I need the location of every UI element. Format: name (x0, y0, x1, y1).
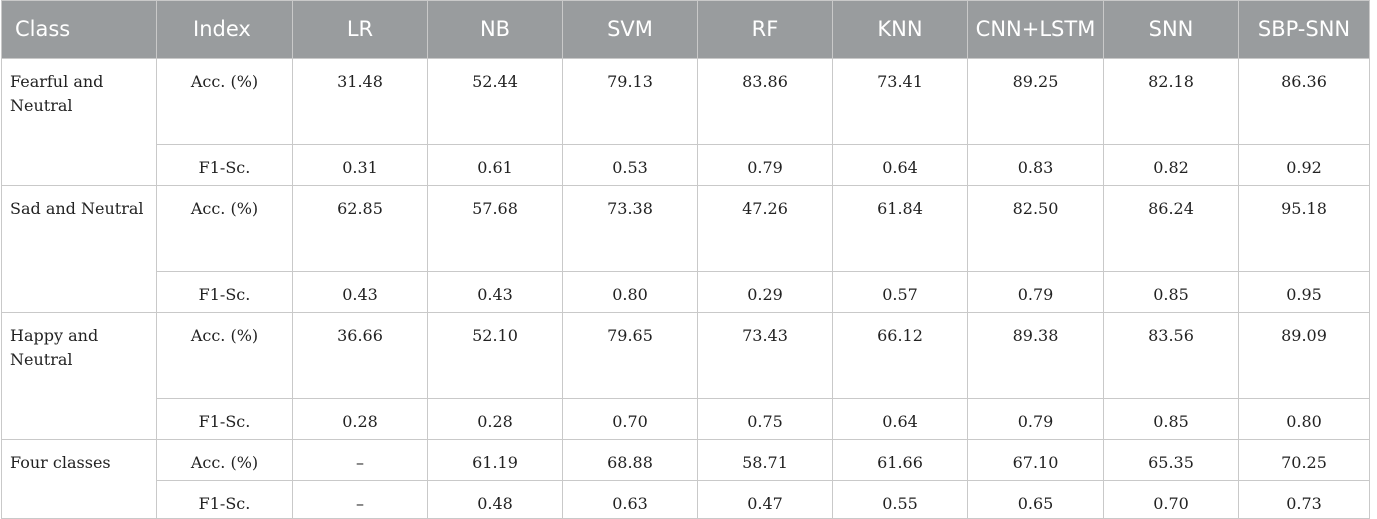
value-cell: 52.10 (427, 312, 563, 399)
value-cell: 73.43 (697, 312, 833, 399)
table-row: F1-Sc. 0.43 0.43 0.80 0.29 0.57 0.79 0.8… (2, 271, 1370, 313)
value-cell: 0.73 (1238, 480, 1370, 519)
value-cell: 0.55 (832, 480, 968, 519)
value-cell: 61.84 (832, 185, 968, 272)
value-cell: 79.65 (562, 312, 698, 399)
table-row: F1-Sc. 0.31 0.61 0.53 0.79 0.64 0.83 0.8… (2, 144, 1370, 186)
class-cell: Four classes (1, 439, 157, 519)
value-cell: 62.85 (292, 185, 428, 272)
value-cell: 73.38 (562, 185, 698, 272)
value-cell: 61.66 (832, 439, 968, 481)
header-row: Class Index LR NB SVM RF KNN CNN+LSTM SN… (1, 0, 1370, 59)
header-nb: NB (427, 0, 563, 59)
value-cell: 0.43 (427, 271, 563, 313)
value-cell: 0.53 (562, 144, 698, 186)
value-cell: 0.80 (562, 271, 698, 313)
value-cell: 79.13 (562, 58, 698, 145)
index-cell: F1-Sc. (156, 144, 293, 186)
value-cell: 0.79 (967, 271, 1104, 313)
value-cell: 0.95 (1238, 271, 1370, 313)
index-cell: F1-Sc. (156, 398, 293, 440)
value-cell: 0.48 (427, 480, 563, 519)
value-cell: 0.63 (562, 480, 698, 519)
class-cell: Happy and Neutral (1, 312, 157, 440)
value-cell: – (292, 439, 428, 481)
header-sbp-snn: SBP-SNN (1238, 0, 1370, 59)
value-cell: 0.83 (967, 144, 1104, 186)
value-cell: 0.70 (1103, 480, 1239, 519)
value-cell: 68.88 (562, 439, 698, 481)
value-cell: 0.65 (967, 480, 1104, 519)
value-cell: 89.09 (1238, 312, 1370, 399)
value-cell: 0.75 (697, 398, 833, 440)
index-cell: Acc. (%) (156, 185, 293, 272)
header-rf: RF (697, 0, 833, 59)
table-row: Sad and Neutral Acc. (%) 62.85 57.68 73.… (1, 185, 1370, 313)
value-cell: 61.19 (427, 439, 563, 481)
value-cell: 0.29 (697, 271, 833, 313)
value-cell: 82.50 (967, 185, 1104, 272)
table-row: F1-Sc. 0.28 0.28 0.70 0.75 0.64 0.79 0.8… (2, 398, 1370, 440)
value-cell: 36.66 (292, 312, 428, 399)
value-cell: 0.64 (832, 144, 968, 186)
value-cell: 57.68 (427, 185, 563, 272)
value-cell: 86.36 (1238, 58, 1370, 145)
value-cell: 83.56 (1103, 312, 1239, 399)
value-cell: 67.10 (967, 439, 1104, 481)
value-cell: 0.92 (1238, 144, 1370, 186)
header-cnn-lstm: CNN+LSTM (967, 0, 1104, 59)
value-cell: 0.79 (967, 398, 1104, 440)
class-cell: Fearful and Neutral (1, 58, 157, 186)
value-cell: 52.44 (427, 58, 563, 145)
index-cell: Acc. (%) (156, 312, 293, 399)
value-cell: 0.85 (1103, 398, 1239, 440)
value-cell: 83.86 (697, 58, 833, 145)
index-cell: F1-Sc. (156, 480, 293, 519)
table-row: Four classes Acc. (%) – 61.19 68.88 58.7… (1, 439, 1370, 519)
header-index: Index (156, 0, 293, 59)
value-cell: 0.28 (292, 398, 428, 440)
value-cell: 0.43 (292, 271, 428, 313)
index-cell: Acc. (%) (156, 58, 293, 145)
header-lr: LR (292, 0, 428, 59)
table-row: Happy and Neutral Acc. (%) 36.66 52.10 7… (1, 312, 1370, 440)
table-row: Fearful and Neutral Acc. (%) 31.48 52.44… (1, 58, 1370, 186)
value-cell: 0.82 (1103, 144, 1239, 186)
value-cell: – (292, 480, 428, 519)
value-cell: 82.18 (1103, 58, 1239, 145)
value-cell: 0.70 (562, 398, 698, 440)
value-cell: 0.85 (1103, 271, 1239, 313)
value-cell: 0.64 (832, 398, 968, 440)
value-cell: 0.28 (427, 398, 563, 440)
value-cell: 86.24 (1103, 185, 1239, 272)
value-cell: 89.38 (967, 312, 1104, 399)
index-cell: Acc. (%) (156, 439, 293, 481)
table-row: F1-Sc. – 0.48 0.63 0.47 0.55 0.65 0.70 0… (2, 480, 1370, 519)
value-cell: 65.35 (1103, 439, 1239, 481)
value-cell: 0.47 (697, 480, 833, 519)
class-cell: Sad and Neutral (1, 185, 157, 313)
value-cell: 66.12 (832, 312, 968, 399)
value-cell: 0.80 (1238, 398, 1370, 440)
header-knn: KNN (832, 0, 968, 59)
header-snn: SNN (1103, 0, 1239, 59)
index-cell: F1-Sc. (156, 271, 293, 313)
value-cell: 0.57 (832, 271, 968, 313)
value-cell: 70.25 (1238, 439, 1370, 481)
header-class: Class (1, 0, 157, 59)
value-cell: 58.71 (697, 439, 833, 481)
header-svm: SVM (562, 0, 698, 59)
value-cell: 0.79 (697, 144, 833, 186)
value-cell: 0.31 (292, 144, 428, 186)
value-cell: 31.48 (292, 58, 428, 145)
value-cell: 95.18 (1238, 185, 1370, 272)
value-cell: 0.61 (427, 144, 563, 186)
value-cell: 73.41 (832, 58, 968, 145)
value-cell: 89.25 (967, 58, 1104, 145)
value-cell: 47.26 (697, 185, 833, 272)
